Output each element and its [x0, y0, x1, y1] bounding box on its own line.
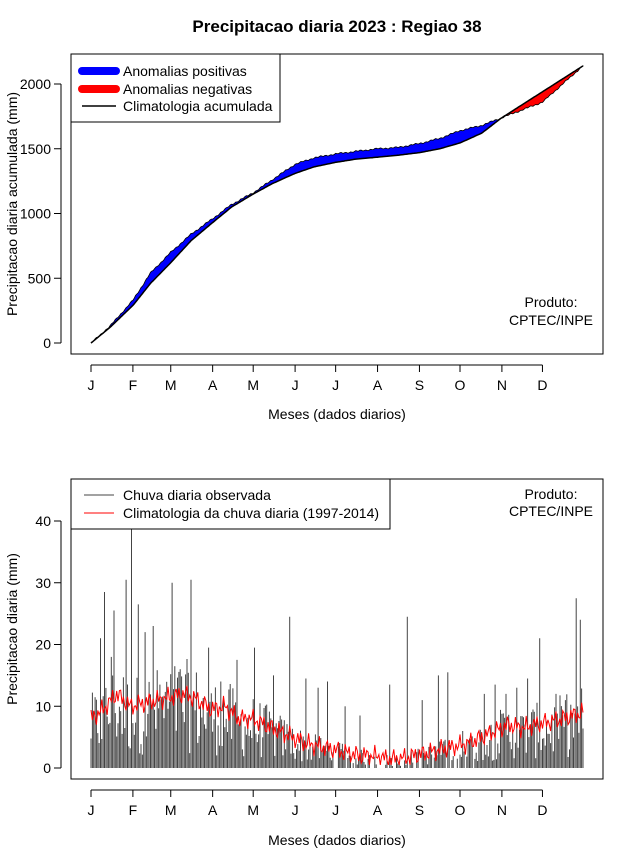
x-tick-label-2-2: M	[165, 802, 177, 818]
x-tick-label-1-5: J	[292, 377, 299, 393]
product-source-1: CPTEC/INPE	[509, 312, 593, 328]
x-tick-label-1-1: F	[129, 377, 138, 393]
y-axis-label-1: Precipitacao diaria acumulada (mm)	[4, 92, 20, 316]
x-tick-label-2-11: D	[537, 802, 547, 818]
x-tick-label-2-0: J	[88, 802, 95, 818]
legend-1: Anomalias positivas Anomalias negativas …	[70, 53, 281, 123]
y-tick-label-1-2: 1000	[20, 206, 51, 222]
x-tick-label-1-4: M	[247, 377, 259, 393]
y-tick-label-1-3: 1500	[20, 141, 51, 157]
legend-label-clim-daily: Climatologia da chuva diaria (1997-2014)	[123, 505, 379, 521]
x-tick-label-1-9: O	[455, 377, 466, 393]
x-tick-label-1-7: A	[373, 377, 383, 393]
y-tick-label-2-4: 40	[35, 513, 51, 529]
x-tick-label-2-8: S	[415, 802, 424, 818]
x-tick-label-1-2: M	[165, 377, 177, 393]
observed-bars	[90, 527, 584, 768]
y-axis-2: 0 10 20 30 40	[35, 513, 62, 776]
x-tick-label-2-5: J	[292, 802, 299, 818]
x-tick-label-2-6: J	[332, 802, 339, 818]
x-tick-label-2-10: N	[497, 802, 507, 818]
daily-chart: J F M A M J J A S O N D 0 10 20 30 40 Meses (dados diar…	[4, 478, 604, 848]
positive-anomaly-area-2	[104, 116, 503, 333]
y-tick-label-1-4: 2000	[20, 76, 51, 92]
climatology-line	[90, 65, 584, 344]
product-source-2: CPTEC/INPE	[509, 503, 593, 519]
x-tick-label-2-1: F	[129, 802, 138, 818]
x-axis-label-1: Meses (dados diarios)	[268, 406, 406, 422]
legend-label-positive: Anomalias positivas	[123, 63, 247, 79]
x-tick-label-1-0: J	[88, 377, 95, 393]
legend-2: Chuva diaria observada Climatologia da c…	[70, 478, 391, 530]
y-axis-label-2: Precipitacao diaria (mm)	[4, 553, 20, 705]
product-label-1: Produto:	[525, 294, 578, 310]
legend-label-observed: Chuva diaria observada	[123, 487, 271, 503]
y-tick-label-1-1: 500	[28, 270, 52, 286]
x-tick-label-2-7: A	[373, 802, 383, 818]
x-tick-label-1-11: D	[537, 377, 547, 393]
y-tick-label-2-3: 30	[35, 575, 51, 591]
y-tick-label-2-0: 0	[43, 760, 51, 776]
accumulated-chart: J F M A M J J A S O N D 0 500 1000 1500 2000 Meses (dad…	[4, 53, 604, 422]
y-tick-label-2-2: 20	[35, 637, 51, 653]
product-label-2: Produto:	[525, 486, 578, 502]
plot-frame-1	[70, 53, 604, 355]
x-tick-label-2-4: M	[247, 802, 259, 818]
chart-title: Precipitacao diaria 2023 : Regiao 38	[192, 17, 481, 36]
legend-box-2	[70, 478, 391, 530]
x-tick-label-1-10: N	[497, 377, 507, 393]
y-tick-label-1-0: 0	[43, 335, 51, 351]
x-tick-label-1-6: J	[332, 377, 339, 393]
x-tick-label-2-3: A	[208, 802, 218, 818]
climatology-daily-line	[90, 685, 584, 766]
x-tick-label-1-3: A	[208, 377, 218, 393]
x-axis-label-2: Meses (dados diarios)	[268, 832, 406, 848]
y-tick-label-2-1: 10	[35, 698, 51, 714]
legend-label-climatology: Climatologia acumulada	[123, 98, 273, 114]
x-tick-label-1-8: S	[415, 377, 424, 393]
legend-label-negative: Anomalias negativas	[123, 81, 252, 97]
y-axis-1: 0 500 1000 1500 2000	[20, 76, 62, 351]
x-tick-label-2-9: O	[455, 802, 466, 818]
